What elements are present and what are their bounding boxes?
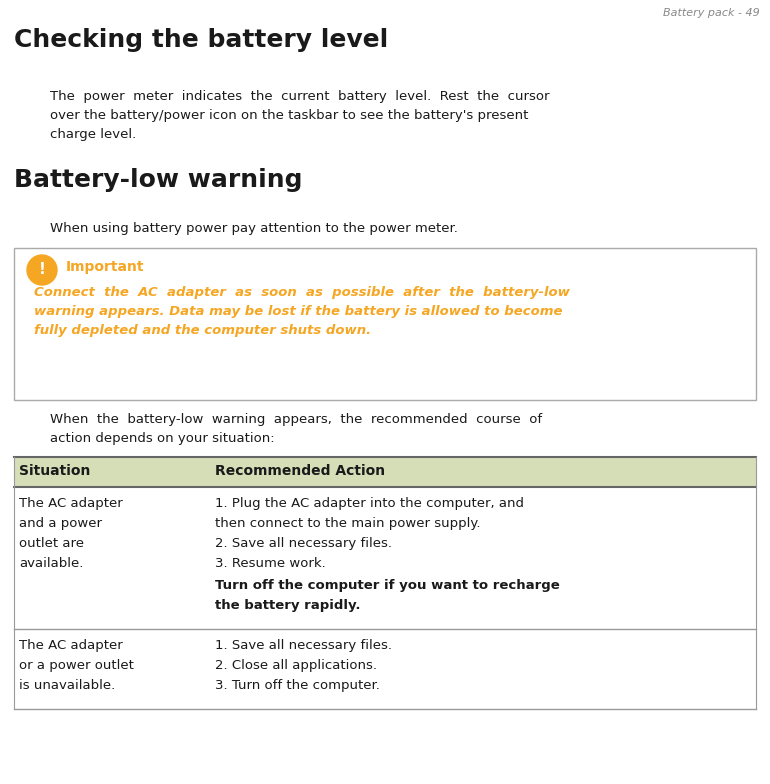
Text: The AC adapter: The AC adapter <box>19 497 122 510</box>
Text: Checking the battery level: Checking the battery level <box>14 28 388 52</box>
Text: The AC adapter: The AC adapter <box>19 639 122 652</box>
Text: action depends on your situation:: action depends on your situation: <box>50 432 275 445</box>
Text: 1. Plug the AC adapter into the computer, and: 1. Plug the AC adapter into the computer… <box>215 497 524 510</box>
Text: is unavailable.: is unavailable. <box>19 679 116 692</box>
Text: and a power: and a power <box>19 517 102 530</box>
Text: Important: Important <box>66 260 145 274</box>
Text: When  the  battery-low  warning  appears,  the  recommended  course  of: When the battery-low warning appears, th… <box>50 413 542 426</box>
Text: When using battery power pay attention to the power meter.: When using battery power pay attention t… <box>50 222 458 235</box>
Text: !: ! <box>38 263 45 278</box>
Text: over the battery/power icon on the taskbar to see the battery's present: over the battery/power icon on the taskb… <box>50 109 528 122</box>
Text: Connect  the  AC  adapter  as  soon  as  possible  after  the  battery-low: Connect the AC adapter as soon as possib… <box>34 286 570 299</box>
Text: 1. Save all necessary files.: 1. Save all necessary files. <box>215 639 392 652</box>
Text: or a power outlet: or a power outlet <box>19 659 134 672</box>
Text: available.: available. <box>19 557 83 570</box>
Text: outlet are: outlet are <box>19 537 84 550</box>
Text: Situation: Situation <box>19 464 90 478</box>
Text: 3. Turn off the computer.: 3. Turn off the computer. <box>215 679 380 692</box>
Text: 2. Save all necessary files.: 2. Save all necessary files. <box>215 537 392 550</box>
Text: The  power  meter  indicates  the  current  battery  level.  Rest  the  cursor: The power meter indicates the current ba… <box>50 90 550 103</box>
Text: warning appears. Data may be lost if the battery is allowed to become: warning appears. Data may be lost if the… <box>34 305 563 318</box>
Text: then connect to the main power supply.: then connect to the main power supply. <box>215 517 480 530</box>
Text: charge level.: charge level. <box>50 128 136 141</box>
Text: Turn off the computer if you want to recharge: Turn off the computer if you want to rec… <box>215 579 560 592</box>
Text: fully depleted and the computer shuts down.: fully depleted and the computer shuts do… <box>34 324 371 337</box>
Text: 3. Resume work.: 3. Resume work. <box>215 557 326 570</box>
Text: Battery pack - 49: Battery pack - 49 <box>663 8 760 18</box>
Text: 2. Close all applications.: 2. Close all applications. <box>215 659 377 672</box>
Text: Recommended Action: Recommended Action <box>215 464 385 478</box>
Text: the battery rapidly.: the battery rapidly. <box>215 599 360 612</box>
Text: Battery-low warning: Battery-low warning <box>14 168 303 192</box>
